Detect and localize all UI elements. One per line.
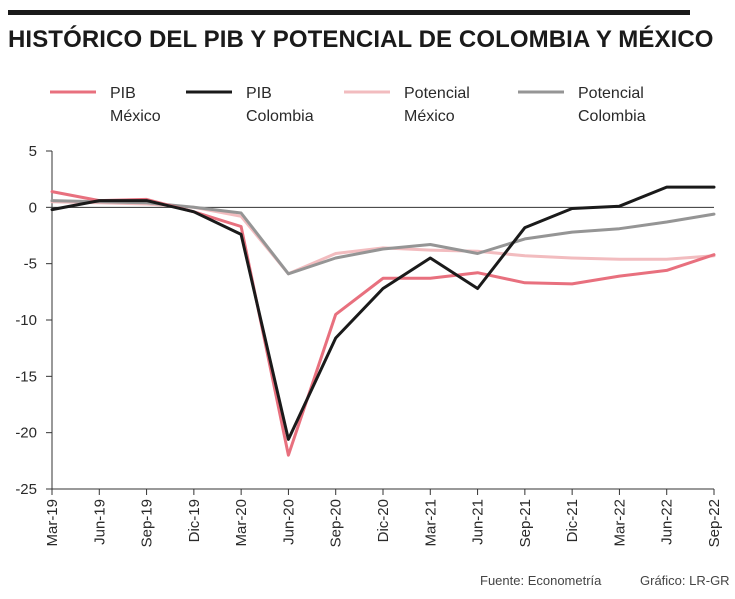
legend-label: PIB: [246, 85, 272, 102]
x-tick-label: Dic-21: [564, 499, 581, 542]
x-tick-label: Sep-20: [328, 499, 345, 547]
x-tick-label: Jun-21: [470, 499, 487, 545]
line-chart: PIB México PIB Colombia Potencial México Poten…: [15, 85, 723, 547]
x-tick-label: Mar-21: [422, 499, 439, 547]
x-tick-label: Dic-20: [375, 499, 392, 542]
y-tick-label: -10: [15, 312, 37, 329]
legend-label: México: [404, 108, 455, 125]
y-tick-label: -25: [15, 481, 37, 498]
x-tick-label: Sep-21: [517, 499, 534, 547]
source-note: Fuente: Econometría: [480, 573, 602, 588]
legend: PIB México PIB Colombia Potencial México Poten…: [50, 85, 646, 125]
x-tick-label: Mar-20: [233, 499, 250, 547]
series-lines: [50, 185, 716, 457]
x-tick-label: Sep-19: [139, 499, 156, 547]
y-tick-label: -15: [15, 368, 37, 385]
credit-note: Gráfico: LR-GR: [640, 573, 730, 588]
x-tick-label: Sep-22: [706, 499, 723, 547]
series-line-potencial-mxico: [50, 200, 716, 276]
y-tick-label: -5: [24, 256, 37, 273]
x-tick-label: Dic-19: [186, 499, 203, 542]
legend-label: Potencial: [578, 85, 644, 102]
legend-label: Colombia: [578, 108, 646, 125]
legend-label: Potencial: [404, 85, 470, 102]
series-line-potencial-colombia: [50, 199, 716, 276]
x-tick-label: Mar-22: [611, 499, 628, 547]
y-tick-label: 5: [29, 143, 37, 160]
series-line-pib-mxico: [50, 190, 716, 457]
y-tick-label: -20: [15, 425, 37, 442]
x-tick-label: Jun-20: [280, 499, 297, 545]
top-rule: [8, 10, 690, 15]
chart-title: HISTÓRICO DEL PIB Y POTENCIAL DE COLOMBI…: [8, 26, 714, 53]
x-tick-label: Jun-19: [91, 499, 108, 545]
legend-label: PIB: [110, 85, 136, 102]
legend-label: Colombia: [246, 108, 314, 125]
y-tick-label: 0: [29, 199, 37, 216]
series-line-pib-colombia: [50, 185, 716, 441]
x-tick-label: Jun-22: [659, 499, 676, 545]
legend-label: México: [110, 108, 161, 125]
x-tick-label: Mar-19: [44, 499, 61, 547]
